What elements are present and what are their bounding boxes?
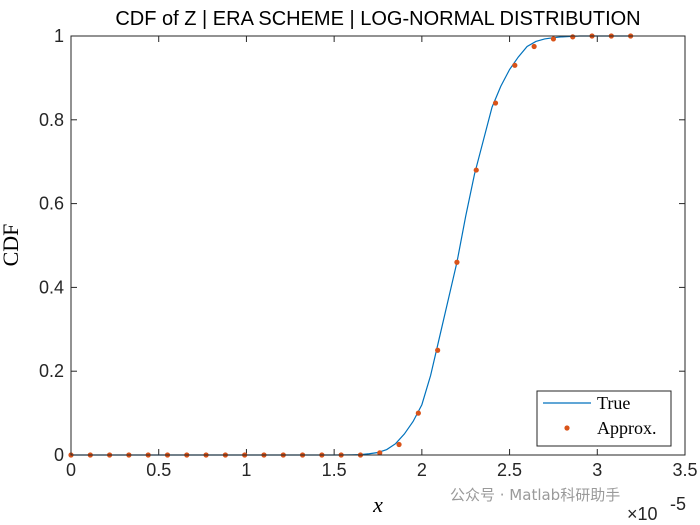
legend-label-true: True (597, 393, 630, 413)
y-axis-ticks: 0 0.2 0.4 0.6 0.8 1 (39, 26, 685, 465)
x-tick-label: 2 (417, 460, 427, 480)
y-tick-label: 0.6 (39, 194, 64, 214)
legend-label-approx: Approx. (597, 418, 657, 438)
legend: True Approx. (536, 390, 672, 447)
legend-marker-approx-icon (564, 425, 570, 431)
x-tick-label: 3.5 (672, 460, 697, 480)
approx-data-point (396, 441, 402, 448)
x-axis-ticks: 0 0.5 1 1.5 2 2.5 3 3.5 (66, 36, 698, 480)
x-exponent-power: -5 (670, 494, 686, 514)
approx-data-point (454, 259, 460, 265)
approx-data-point (377, 450, 383, 456)
x-exponent-base: ×10 (627, 504, 658, 524)
x-tick-label: 0 (66, 460, 76, 480)
x-tick-label: 3 (592, 460, 602, 480)
watermark: 公众号 · Matlab科研助手 (450, 486, 620, 504)
approx-data-point (512, 62, 518, 68)
x-tick-label: 1 (241, 460, 251, 480)
approx-data-point (435, 347, 441, 353)
approx-data-point (550, 36, 557, 42)
y-tick-label: 0 (54, 445, 64, 465)
approx-data-point (415, 410, 421, 416)
y-axis-label: CDF (0, 224, 23, 267)
legend-box (536, 390, 672, 447)
approx-data-point (570, 34, 576, 40)
approx-data-point (531, 43, 537, 50)
series-line-true (71, 35, 633, 456)
approx-data-point (473, 167, 479, 173)
axes-box (70, 35, 686, 456)
x-tick-label: 2.5 (497, 460, 522, 480)
y-tick-label: 0.4 (39, 277, 64, 297)
y-tick-label: 0.2 (39, 361, 64, 381)
x-tick-label: 1.5 (322, 460, 347, 480)
x-axis-label: x (372, 492, 383, 517)
y-tick-label: 0.8 (39, 110, 64, 130)
x-tick-label: 0.5 (146, 460, 171, 480)
axes-background (71, 36, 685, 455)
x-exponent-label: ×10 -5 (627, 494, 686, 524)
chart-title: CDF of Z | ERA SCHEME | LOG-NORMAL DISTR… (115, 8, 640, 30)
approx-data-point (492, 100, 499, 106)
y-tick-label: 1 (54, 26, 64, 46)
